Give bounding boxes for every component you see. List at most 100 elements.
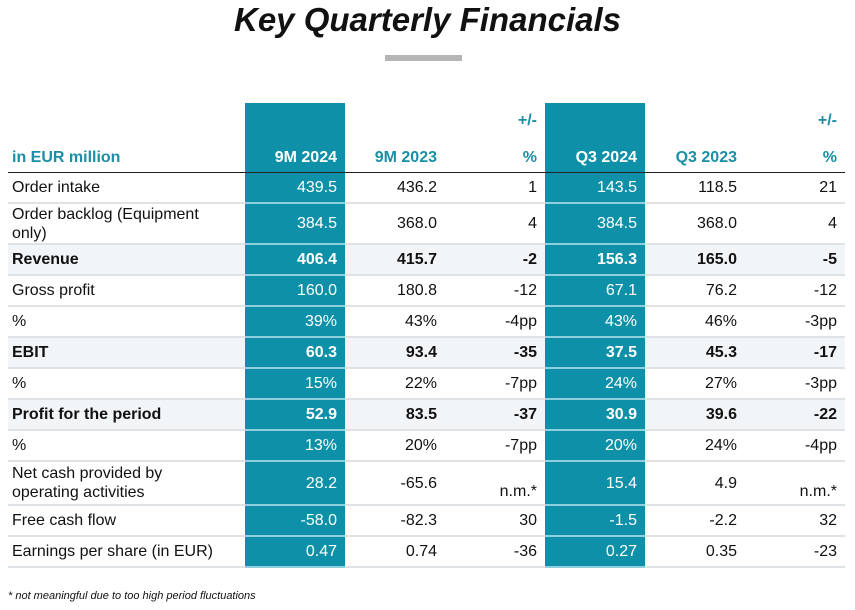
- table-row: Gross profit 160.0 180.8 -12 67.1 76.2 -12: [8, 275, 845, 307]
- cell-value: 13%: [245, 430, 345, 462]
- cell-value: 39.6: [645, 399, 745, 431]
- table-row: EBIT 60.3 93.4 -35 37.5 45.3 -17: [8, 337, 845, 369]
- column-header: +/-%: [745, 103, 845, 173]
- cell-value: 160.0: [245, 275, 345, 307]
- cell-value: -65.6: [345, 461, 445, 506]
- table-row: Order backlog (Equipment only) 384.5 368.0…: [8, 203, 845, 245]
- cell-value: 22%: [345, 368, 445, 400]
- cell-value: -3pp: [745, 306, 845, 338]
- financials-table: in EUR million 9M 2024 9M 2023 +/-% Q3 2024 Q…: [8, 103, 845, 568]
- cell-value: -4pp: [745, 430, 845, 462]
- title-underline: [385, 55, 462, 61]
- cell-value: 368.0: [645, 203, 745, 245]
- cell-value: 52.9: [245, 399, 345, 431]
- row-label: Order backlog (Equipment only): [8, 203, 245, 245]
- cell-value: n.m.*: [745, 461, 845, 506]
- column-header: in EUR million: [8, 103, 245, 173]
- cell-value: 24%: [545, 368, 645, 400]
- cell-value: 165.0: [645, 244, 745, 276]
- row-label: Order intake: [8, 172, 245, 204]
- cell-value: -23: [745, 536, 845, 568]
- cell-value: 4: [745, 203, 845, 245]
- cell-value: 37.5: [545, 337, 645, 369]
- cell-value: 0.74: [345, 536, 445, 568]
- column-header: +/-%: [445, 103, 545, 173]
- cell-value: 45.3: [645, 337, 745, 369]
- column-header: 9M 2023: [345, 103, 445, 173]
- cell-value: 15%: [245, 368, 345, 400]
- cell-value: 4.9: [645, 461, 745, 506]
- cell-value: 0.47: [245, 536, 345, 568]
- cell-value: 43%: [345, 306, 445, 338]
- cell-value: 24%: [645, 430, 745, 462]
- cell-value: 32: [745, 505, 845, 537]
- header-line2: %: [822, 149, 837, 166]
- row-label: Profit for the period: [8, 399, 245, 431]
- row-label: Free cash flow: [8, 505, 245, 537]
- cell-value: -12: [745, 275, 845, 307]
- cell-value: -22: [745, 399, 845, 431]
- column-header: Q3 2024: [545, 103, 645, 173]
- table-row: Order intake 439.5 436.2 1 143.5 118.5 21: [8, 172, 845, 204]
- cell-value: 439.5: [245, 172, 345, 204]
- cell-value: 28.2: [245, 461, 345, 506]
- cell-value: -36: [445, 536, 545, 568]
- cell-value: -37: [445, 399, 545, 431]
- cell-value: -82.3: [345, 505, 445, 537]
- cell-value: 43%: [545, 306, 645, 338]
- cell-value: -12: [445, 275, 545, 307]
- row-label: EBIT: [8, 337, 245, 369]
- header-line2: 9M 2024: [274, 149, 337, 166]
- cell-value: -7pp: [445, 368, 545, 400]
- cell-value: 83.5: [345, 399, 445, 431]
- cell-value: -1.5: [545, 505, 645, 537]
- cell-value: 20%: [545, 430, 645, 462]
- cell-value: 415.7: [345, 244, 445, 276]
- header-line2: Q3 2024: [575, 149, 637, 166]
- header-line2: in EUR million: [12, 149, 121, 166]
- cell-value: 368.0: [345, 203, 445, 245]
- cell-value: n.m.*: [445, 461, 545, 506]
- table-row: Earnings per share (in EUR) 0.47 0.74 -36 0.…: [8, 536, 845, 568]
- row-label: Revenue: [8, 244, 245, 276]
- cell-value: -2.2: [645, 505, 745, 537]
- cell-value: 0.35: [645, 536, 745, 568]
- header-line1: +/-: [517, 112, 537, 129]
- cell-value: 436.2: [345, 172, 445, 204]
- cell-value: 39%: [245, 306, 345, 338]
- row-label: Earnings per share (in EUR): [8, 536, 245, 568]
- table-row: % 39% 43% -4pp 43% 46% -3pp: [8, 306, 845, 338]
- table-row: Revenue 406.4 415.7 -2 156.3 165.0 -5: [8, 244, 845, 276]
- table-row: Free cash flow -58.0 -82.3 30 -1.5 -2.2 32: [8, 505, 845, 537]
- cell-value: 0.27: [545, 536, 645, 568]
- cell-value: -3pp: [745, 368, 845, 400]
- table-row: % 13% 20% -7pp 20% 24% -4pp: [8, 430, 845, 462]
- cell-value: 21: [745, 172, 845, 204]
- table-row: Net cash provided by operating activitie…: [8, 461, 845, 506]
- cell-value: -17: [745, 337, 845, 369]
- cell-value: 156.3: [545, 244, 645, 276]
- cell-value: 1: [445, 172, 545, 204]
- header-row: in EUR million 9M 2024 9M 2023 +/-% Q3 2024 Q…: [8, 103, 845, 173]
- cell-value: -5: [745, 244, 845, 276]
- cell-value: -35: [445, 337, 545, 369]
- row-label: Net cash provided by operating activitie…: [8, 461, 245, 506]
- column-header: Q3 2023: [645, 103, 745, 173]
- header-line2: Q3 2023: [675, 149, 737, 166]
- cell-value: 60.3: [245, 337, 345, 369]
- cell-value: 30.9: [545, 399, 645, 431]
- cell-value: 143.5: [545, 172, 645, 204]
- cell-value: 4: [445, 203, 545, 245]
- header-line2: 9M 2023: [374, 149, 437, 166]
- cell-value: 406.4: [245, 244, 345, 276]
- cell-value: 27%: [645, 368, 745, 400]
- table-row: % 15% 22% -7pp 24% 27% -3pp: [8, 368, 845, 400]
- header-line1: +/-: [817, 112, 837, 129]
- table-row: Profit for the period 52.9 83.5 -37 30.9 39.6…: [8, 399, 845, 431]
- cell-value: 118.5: [645, 172, 745, 204]
- cell-value: 15.4: [545, 461, 645, 506]
- header-line2: %: [522, 149, 537, 166]
- cell-value: -7pp: [445, 430, 545, 462]
- page-title: Key Quarterly Financials: [234, 1, 621, 38]
- row-label: %: [8, 430, 245, 462]
